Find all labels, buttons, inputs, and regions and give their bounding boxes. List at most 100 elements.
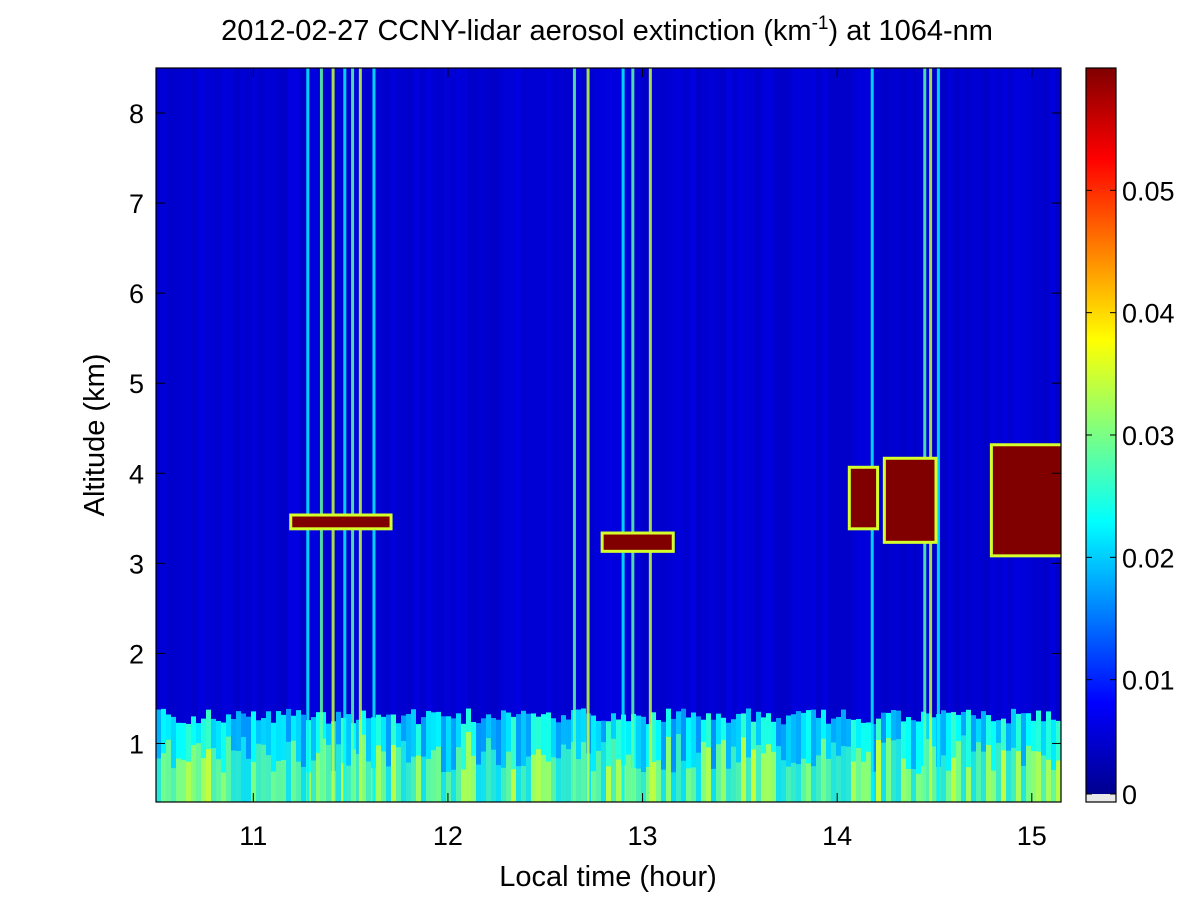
background-column — [678, 68, 684, 802]
boundary-layer-core — [766, 744, 771, 802]
colorbar-tick-label: 0.04 — [1122, 299, 1175, 329]
background-column — [204, 68, 210, 802]
background-column — [744, 68, 750, 802]
background-column — [894, 68, 900, 802]
background-column — [960, 68, 966, 802]
boundary-layer-core — [926, 739, 931, 802]
boundary-layer-core — [231, 750, 236, 802]
background-column — [666, 68, 672, 802]
background-column — [300, 68, 306, 802]
boundary-layer-column — [511, 716, 516, 802]
boundary-layer-column — [671, 718, 676, 802]
boundary-layer-column — [271, 722, 276, 802]
boundary-layer-core — [311, 760, 316, 802]
boundary-layer-core — [161, 753, 166, 802]
background-column — [768, 68, 774, 802]
background-column — [522, 68, 528, 802]
boundary-layer-column — [521, 710, 526, 802]
background-column — [312, 68, 318, 802]
boundary-layer-core — [941, 755, 946, 802]
background-column — [990, 68, 996, 802]
background-column — [384, 68, 390, 802]
background-column — [594, 68, 600, 802]
boundary-layer-column — [811, 709, 816, 802]
background-column — [756, 68, 762, 802]
boundary-layer-core — [711, 768, 716, 802]
boundary-layer-column — [386, 714, 391, 802]
background-column — [1050, 68, 1056, 802]
background-column — [282, 68, 288, 802]
vertical-streak — [936, 68, 940, 802]
background-column — [900, 68, 906, 802]
boundary-layer-core — [176, 758, 181, 802]
boundary-layer-core — [236, 751, 241, 802]
boundary-layer-core — [441, 772, 446, 802]
boundary-layer-column — [641, 716, 646, 802]
boundary-layer-core — [601, 742, 606, 802]
vertical-streak — [631, 68, 635, 802]
boundary-layer-core — [1016, 751, 1021, 802]
boundary-layer-core — [881, 742, 886, 802]
background-column — [672, 68, 678, 802]
boundary-layer-core — [651, 761, 656, 802]
background-column — [702, 68, 708, 802]
boundary-layer-column — [681, 708, 686, 802]
background-column — [564, 68, 570, 802]
boundary-layer-column — [156, 709, 161, 802]
vertical-streak — [331, 68, 335, 802]
background-column — [726, 68, 732, 802]
boundary-layer-core — [496, 765, 501, 802]
vertical-streak — [351, 68, 355, 802]
background-column — [954, 68, 960, 802]
boundary-layer-core — [166, 739, 171, 802]
boundary-layer-column — [1021, 713, 1026, 802]
boundary-layer-core — [661, 769, 666, 802]
colorbar-tick-label: 0.05 — [1122, 176, 1175, 206]
boundary-layer-core — [681, 760, 686, 802]
boundary-layer-core — [406, 762, 411, 802]
boundary-layer-column — [651, 712, 656, 802]
boundary-layer-core — [471, 755, 476, 802]
background-column — [882, 68, 888, 802]
boundary-layer-column — [411, 709, 416, 802]
boundary-layer-core — [481, 751, 486, 802]
boundary-layer-column — [311, 717, 316, 802]
boundary-layer-core — [181, 759, 186, 802]
boundary-layer-core — [596, 750, 601, 802]
boundary-layer-core — [981, 751, 986, 802]
boundary-layer-core — [781, 760, 786, 802]
boundary-layer-core — [606, 766, 611, 802]
background-column — [480, 68, 486, 802]
background-column — [846, 68, 852, 802]
background-column — [966, 68, 972, 802]
boundary-layer-core — [321, 738, 326, 802]
boundary-layer-core — [866, 751, 871, 802]
boundary-layer-core — [416, 755, 421, 802]
colorbar-gradient — [1086, 68, 1116, 794]
boundary-layer-core — [616, 759, 621, 802]
background-column — [186, 68, 192, 802]
boundary-layer-core — [421, 756, 426, 802]
boundary-layer-core — [241, 737, 246, 802]
y-tick-label: 8 — [129, 99, 144, 129]
vertical-streak — [648, 68, 652, 802]
background-column — [588, 68, 594, 802]
boundary-layer-core — [811, 766, 816, 802]
x-axis-label: Local time (hour) — [499, 861, 717, 893]
boundary-layer-core — [696, 752, 701, 802]
background-column — [258, 68, 264, 802]
boundary-layer-core — [456, 747, 461, 802]
boundary-layer-core — [266, 755, 271, 802]
boundary-layer-column — [546, 712, 551, 802]
background-column — [528, 68, 534, 802]
background-column — [864, 68, 870, 802]
boundary-layer-core — [706, 747, 711, 802]
background-column — [210, 68, 216, 802]
vertical-streak — [923, 68, 927, 802]
boundary-layer-core — [391, 744, 396, 802]
background-column — [366, 68, 372, 802]
boundary-layer-column — [911, 720, 916, 802]
boundary-layer-core — [721, 739, 726, 802]
boundary-layer-core — [716, 744, 721, 802]
